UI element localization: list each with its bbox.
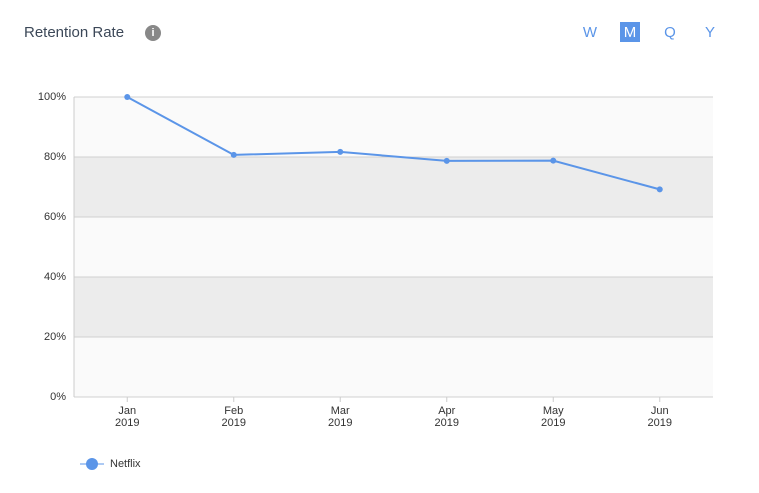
y-tick-label: 100% [38,91,66,103]
data-point [337,148,344,155]
period-button[interactable]: W [583,24,598,41]
series-line [126,96,661,191]
y-tick-label: 60% [44,211,66,223]
info-icon-glyph: i [151,27,154,39]
plot-band [74,337,713,397]
data-point [124,94,131,100]
x-tick-label: Jun 2019 [648,405,672,429]
data-point [550,157,557,164]
plot-band [74,277,713,337]
x-tick-label: Mar 2019 [328,405,352,429]
data-point [656,186,663,193]
period-button[interactable]: Q [664,24,676,41]
plot-band [74,217,713,277]
period-button-bg [620,22,640,42]
period-button[interactable]: Y [705,24,715,41]
plot-band [74,97,713,157]
x-tick-label: Jan 2019 [115,405,139,429]
y-tick-label: 0% [50,391,66,403]
data-point [230,151,237,158]
data-point [443,157,450,164]
x-tick-label: May 2019 [541,405,565,429]
y-tick-label: 40% [44,271,66,283]
x-tick-label: Apr 2019 [435,405,459,429]
info-icon[interactable] [145,25,161,41]
y-tick-label: 20% [44,331,66,343]
y-tick-label: 80% [44,151,66,163]
plot-band [74,157,713,217]
chart-title: Retention Rate [24,24,124,41]
x-tick-label: Feb 2019 [222,405,246,429]
legend-label: Netflix [110,458,141,470]
period-button[interactable]: M [624,24,637,41]
legend-marker [86,458,98,470]
